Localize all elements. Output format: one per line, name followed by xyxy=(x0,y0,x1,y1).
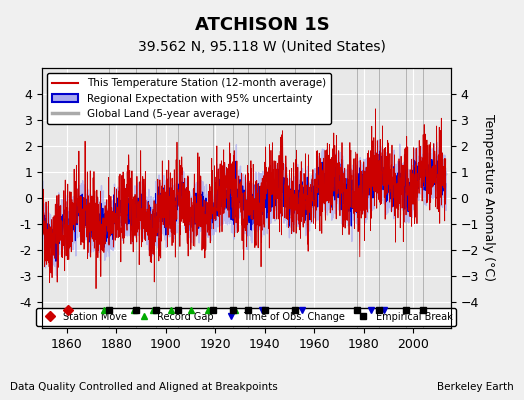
Y-axis label: Temperature Anomaly (°C): Temperature Anomaly (°C) xyxy=(483,114,495,282)
Text: ATCHISON 1S: ATCHISON 1S xyxy=(194,16,330,34)
Text: 39.562 N, 95.118 W (United States): 39.562 N, 95.118 W (United States) xyxy=(138,40,386,54)
Text: Berkeley Earth: Berkeley Earth xyxy=(437,382,514,392)
Legend: Station Move, Record Gap, Time of Obs. Change, Empirical Break: Station Move, Record Gap, Time of Obs. C… xyxy=(36,308,456,326)
Text: Data Quality Controlled and Aligned at Breakpoints: Data Quality Controlled and Aligned at B… xyxy=(10,382,278,392)
